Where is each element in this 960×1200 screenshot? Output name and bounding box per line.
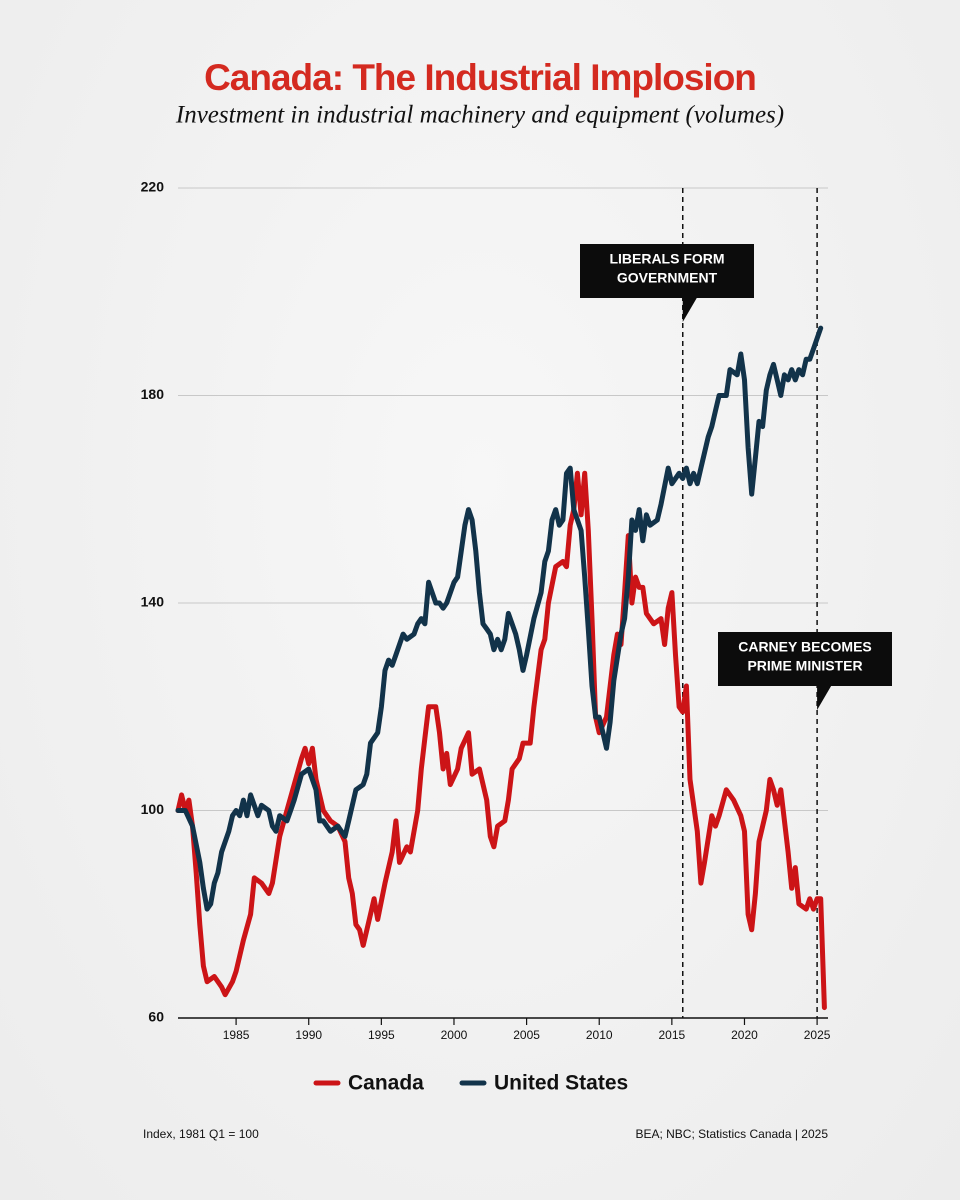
legend-label: Canada xyxy=(348,1072,424,1095)
y-tick-label: 100 xyxy=(141,801,165,817)
annotation-box xyxy=(718,632,892,686)
chart-title: Canada: The Industrial Implosion xyxy=(204,57,756,98)
annotation-text: LIBERALS FORM xyxy=(609,251,724,267)
annotation-text: GOVERNMENT xyxy=(617,270,718,286)
source: BEA; NBC; Statistics Canada | 2025 xyxy=(635,1127,828,1141)
x-tick-label: 2005 xyxy=(513,1028,540,1042)
annotation-text: CARNEY BECOMES xyxy=(738,639,872,655)
legend-label: United States xyxy=(494,1072,628,1095)
y-tick-label: 140 xyxy=(141,594,165,610)
x-tick-label: 2000 xyxy=(441,1028,468,1042)
footnote: Index, 1981 Q1 = 100 xyxy=(143,1127,259,1141)
y-tick-label: 180 xyxy=(141,386,165,402)
x-tick-label: 2010 xyxy=(586,1028,613,1042)
annotation-text: PRIME MINISTER xyxy=(747,658,862,674)
series-line xyxy=(175,325,824,912)
x-tick-label: 1985 xyxy=(223,1028,250,1042)
annotation-box xyxy=(580,244,754,298)
series-line xyxy=(175,470,827,1011)
x-tick-label: 1995 xyxy=(368,1028,395,1042)
annotation-pointer xyxy=(682,298,697,322)
annotation-pointer xyxy=(817,686,832,710)
x-tick-label: 2015 xyxy=(659,1028,686,1042)
x-tick-label: 1990 xyxy=(295,1028,322,1042)
x-tick-label: 2025 xyxy=(804,1028,831,1042)
y-tick-label: 60 xyxy=(148,1009,164,1025)
y-tick-label: 220 xyxy=(141,179,165,195)
x-tick-label: 2020 xyxy=(731,1028,758,1042)
chart-subtitle: Investment in industrial machinery and e… xyxy=(175,102,784,129)
